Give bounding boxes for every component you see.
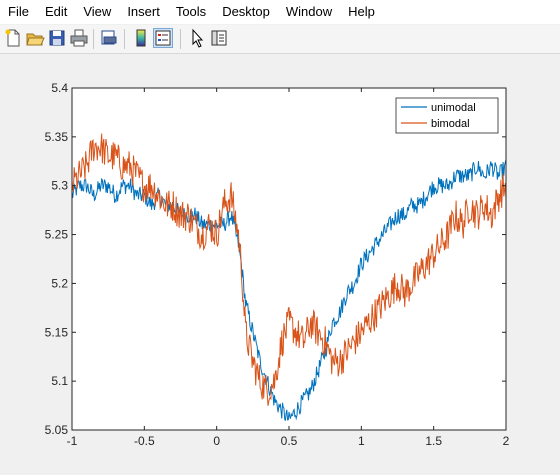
menu-window[interactable]: Window [285,4,333,19]
toolbar-separator [124,29,125,49]
toolbar-separator [180,29,181,49]
y-tick-label: 5.4 [51,81,68,95]
y-tick-label: 5.05 [45,423,69,437]
print-icon[interactable] [69,28,89,48]
print-preview-icon[interactable] [99,28,119,48]
legend-label-bimodal: bimodal [431,118,470,130]
x-tick-label: -1 [67,434,78,448]
series-line-bimodal[interactable] [71,133,507,406]
x-tick-label: 2 [503,434,510,448]
x-tick-label: 0 [213,434,220,448]
insert-colorbar-icon[interactable] [131,28,151,48]
toolbar-separator [93,29,94,49]
property-inspector-icon[interactable] [209,28,229,48]
x-tick-label: 1.5 [425,434,442,448]
y-tick-label: 5.25 [45,228,69,242]
menu-tools[interactable]: Tools [175,4,207,19]
open-file-icon[interactable] [25,28,45,48]
y-tick-label: 5.15 [45,325,69,339]
plot-lines [71,133,507,421]
menu-bar: File Edit View Insert Tools Desktop Wind… [0,0,560,24]
insert-legend-icon[interactable] [153,28,173,48]
menu-file[interactable]: File [8,4,29,19]
x-tick-label: 1 [358,434,365,448]
legend-box [395,97,499,134]
figure-toolbar [0,25,560,54]
legend-label-unimodal: unimodal [431,102,476,114]
legend[interactable]: unimodal bimodal [395,97,499,134]
x-tick-label: 0.5 [281,434,298,448]
axes-background[interactable] [72,88,506,430]
figure-canvas: -1 -0.5 0 0.5 1 1.5 2 5.05 5.1 5.15 5.2 5.25 5.3 5.35… [45,81,510,448]
menu-desktop[interactable]: Desktop [222,4,270,19]
y-tick-label: 5.3 [51,179,68,193]
y-tick-label: 5.1 [51,374,68,388]
new-figure-icon[interactable] [3,28,23,48]
y-tick-label: 5.2 [51,276,68,290]
menu-help[interactable]: Help [348,4,375,19]
axis-ticks: -1 -0.5 0 0.5 1 1.5 2 5.05 5.1 5.15 5.2 5.25 5.3 5.35… [45,81,510,448]
save-icon[interactable] [47,28,67,48]
menu-insert[interactable]: Insert [127,4,160,19]
menu-view[interactable]: View [83,4,112,19]
x-tick-label: -0.5 [134,434,155,448]
edit-plot-cursor-icon[interactable] [187,28,207,48]
y-tick-label: 5.35 [45,130,69,144]
menu-edit[interactable]: Edit [44,4,68,19]
